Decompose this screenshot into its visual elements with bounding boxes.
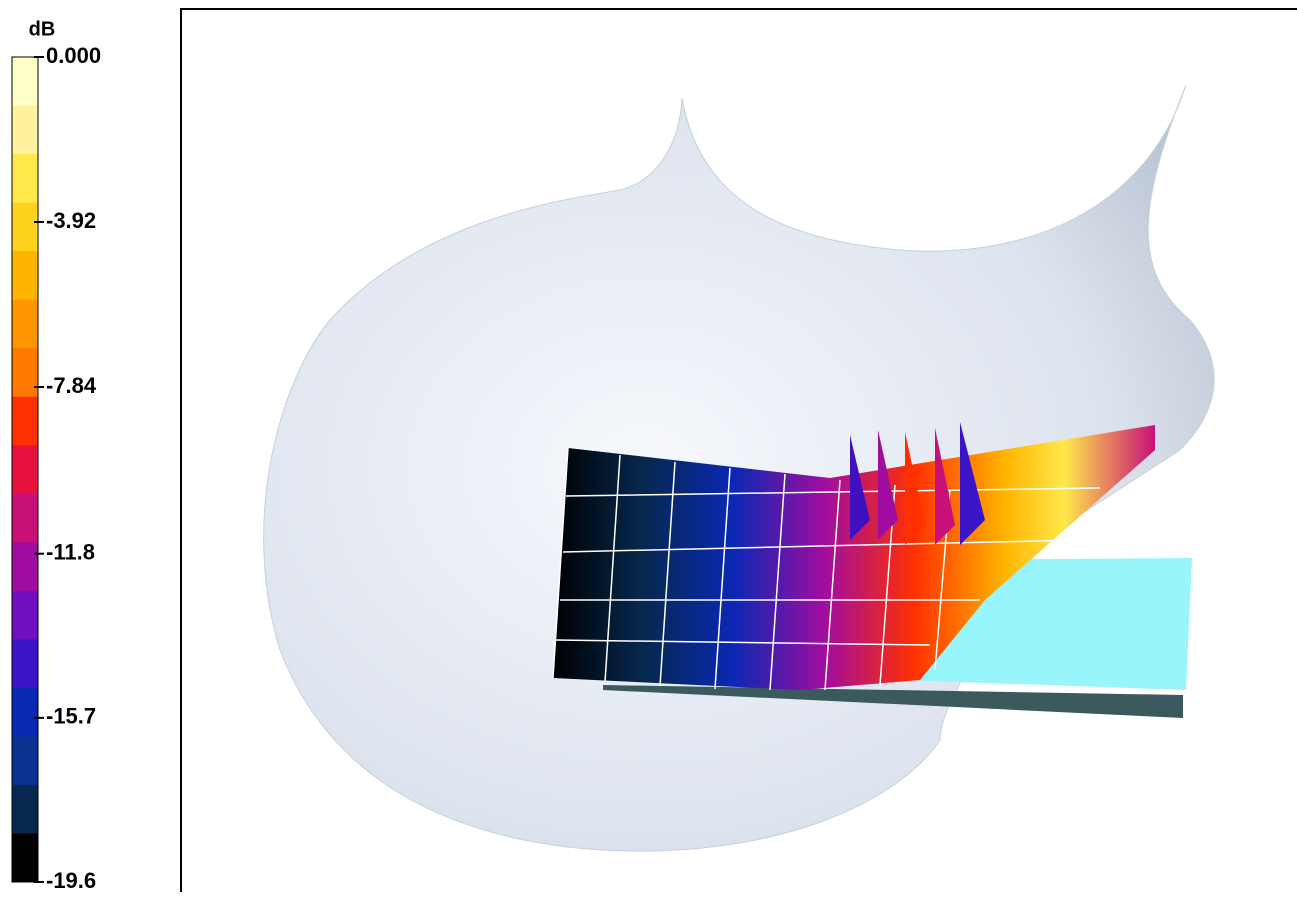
- tick-label: 0.000: [46, 43, 101, 68]
- color-band: [12, 57, 38, 107]
- tick-label: -11.8: [46, 539, 95, 564]
- color-band: [12, 445, 38, 495]
- model-view: [263, 84, 1215, 852]
- slab-edge: [603, 685, 1183, 718]
- color-band: [12, 251, 38, 301]
- color-band: [12, 299, 38, 349]
- tick-label: -19.6: [46, 868, 96, 892]
- field-plane: [553, 425, 1155, 690]
- color-band: [12, 833, 38, 883]
- color-band: [12, 590, 38, 640]
- color-band: [12, 639, 38, 689]
- colorbar: 0.000 -3.92 -7.84 -11.8 -15.7 -19.6: [11, 43, 101, 893]
- tick-label: -7.84: [46, 373, 97, 398]
- color-band: [12, 542, 38, 592]
- color-band: [12, 736, 38, 786]
- fins: [850, 422, 985, 545]
- color-band: [12, 348, 38, 398]
- color-band: [12, 396, 38, 446]
- tick-label: -15.7: [46, 704, 96, 729]
- color-band: [12, 105, 38, 155]
- colorbar-frame: [11, 56, 39, 883]
- tick-label: -3.92: [46, 208, 96, 233]
- color-band: [12, 154, 38, 204]
- color-band: [12, 202, 38, 252]
- color-band: [12, 784, 38, 834]
- mesh: [552, 447, 1101, 691]
- color-band: [12, 687, 38, 737]
- color-band: [12, 493, 38, 543]
- colorbar-unit: dB: [29, 18, 56, 40]
